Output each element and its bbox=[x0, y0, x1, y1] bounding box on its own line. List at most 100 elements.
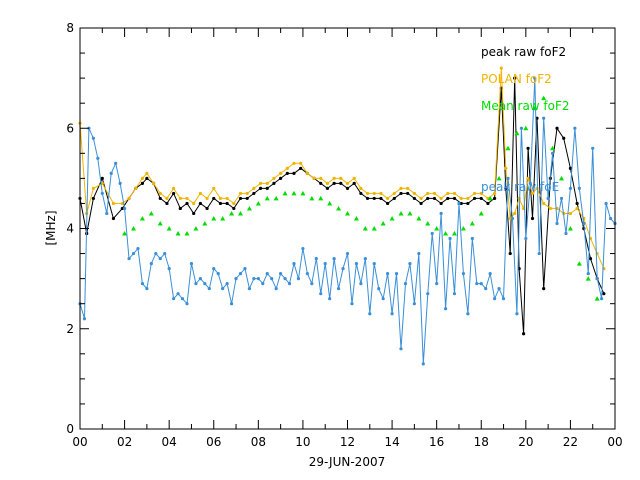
data-point bbox=[264, 195, 270, 201]
data-point bbox=[460, 226, 466, 231]
data-point bbox=[555, 126, 559, 130]
data-point bbox=[479, 282, 483, 286]
data-point bbox=[430, 231, 434, 236]
data-point bbox=[399, 347, 403, 351]
data-point bbox=[184, 231, 190, 236]
data-point bbox=[504, 166, 508, 170]
data-point bbox=[198, 191, 202, 196]
data-point bbox=[212, 186, 216, 190]
data-point bbox=[591, 146, 595, 150]
y-axis-label: [MHz] bbox=[44, 210, 58, 245]
data-point bbox=[403, 282, 408, 286]
data-point bbox=[526, 176, 530, 180]
data-point bbox=[508, 251, 512, 256]
data-point bbox=[496, 175, 502, 181]
data-point bbox=[139, 215, 145, 221]
data-point bbox=[225, 201, 229, 206]
data-point bbox=[519, 126, 523, 130]
data-point bbox=[100, 176, 104, 180]
series-line bbox=[79, 78, 605, 334]
data-point bbox=[479, 191, 483, 196]
data-point bbox=[145, 287, 149, 291]
data-point bbox=[506, 176, 510, 180]
data-point bbox=[372, 191, 376, 196]
data-point bbox=[319, 181, 323, 185]
data-point bbox=[238, 191, 243, 196]
data-point bbox=[359, 191, 363, 196]
data-point bbox=[305, 272, 309, 276]
data-point bbox=[301, 246, 305, 251]
data-point bbox=[459, 196, 463, 201]
data-point bbox=[198, 277, 202, 281]
data-point bbox=[279, 171, 283, 175]
x-tick-label: 04 bbox=[162, 435, 177, 449]
data-point bbox=[452, 191, 457, 196]
data-point bbox=[255, 200, 261, 206]
data-point bbox=[488, 272, 492, 276]
data-point bbox=[312, 176, 316, 180]
data-point bbox=[272, 176, 276, 180]
data-point bbox=[604, 201, 608, 206]
legend-entry: POLAN foF2 bbox=[481, 72, 552, 86]
data-point bbox=[167, 267, 171, 271]
data-point bbox=[149, 261, 153, 266]
data-point bbox=[362, 226, 368, 231]
data-point bbox=[537, 251, 541, 256]
data-point bbox=[232, 206, 236, 211]
data-point bbox=[158, 191, 162, 196]
data-point bbox=[417, 251, 421, 256]
data-point bbox=[345, 186, 350, 190]
data-point bbox=[299, 161, 303, 165]
data-point bbox=[229, 302, 234, 306]
data-point bbox=[425, 220, 431, 226]
data-point bbox=[406, 186, 410, 190]
data-point bbox=[575, 201, 579, 206]
data-point bbox=[319, 176, 323, 180]
data-point bbox=[550, 145, 556, 151]
data-point bbox=[111, 201, 116, 206]
data-point bbox=[148, 210, 154, 216]
data-point bbox=[336, 205, 342, 211]
data-point bbox=[530, 191, 535, 196]
data-point bbox=[446, 196, 450, 201]
data-point bbox=[314, 256, 318, 261]
data-point bbox=[568, 166, 573, 170]
data-point bbox=[439, 201, 443, 206]
data-point bbox=[582, 221, 586, 226]
data-point bbox=[365, 196, 370, 201]
data-point bbox=[225, 196, 229, 201]
data-point bbox=[381, 297, 385, 301]
data-point bbox=[345, 181, 350, 185]
data-point bbox=[140, 181, 145, 185]
data-point bbox=[328, 297, 332, 301]
data-point bbox=[111, 216, 116, 221]
data-point bbox=[499, 66, 503, 70]
data-point bbox=[279, 176, 283, 180]
data-point bbox=[258, 186, 263, 190]
data-point bbox=[212, 267, 216, 271]
data-point bbox=[192, 201, 196, 206]
data-point bbox=[185, 201, 189, 206]
data-point bbox=[390, 312, 394, 316]
data-point bbox=[434, 226, 440, 231]
data-point bbox=[91, 196, 95, 201]
data-point bbox=[247, 287, 252, 291]
data-point bbox=[205, 206, 209, 211]
data-point bbox=[542, 116, 546, 120]
data-point bbox=[359, 282, 363, 286]
data-point bbox=[354, 261, 359, 266]
data-point bbox=[341, 267, 345, 271]
data-point bbox=[368, 312, 372, 316]
data-point bbox=[564, 231, 568, 236]
x-tick-label: 22 bbox=[563, 435, 578, 449]
data-point bbox=[568, 211, 573, 216]
data-point bbox=[300, 190, 306, 196]
data-point bbox=[372, 196, 376, 201]
data-point bbox=[285, 166, 289, 170]
data-point bbox=[319, 292, 323, 296]
data-point bbox=[292, 171, 296, 175]
data-point bbox=[399, 191, 403, 196]
data-point bbox=[256, 277, 260, 281]
data-point bbox=[332, 181, 336, 185]
